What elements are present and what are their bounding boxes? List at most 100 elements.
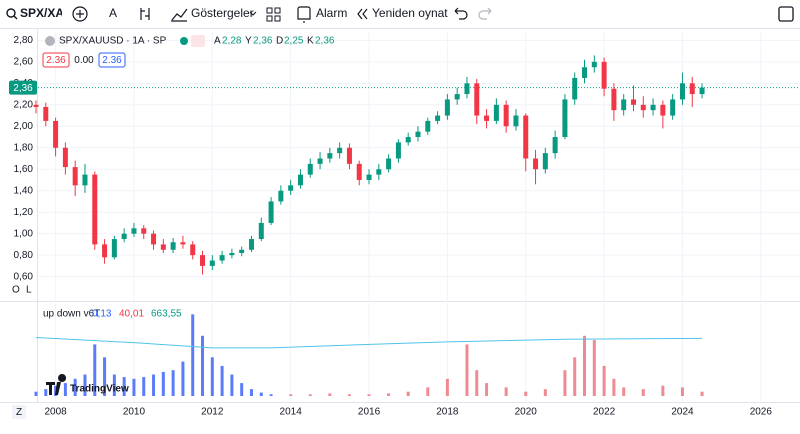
- candle-body: [346, 147, 352, 164]
- side-button[interactable]: L: [26, 285, 32, 296]
- histogram-bar: [465, 344, 469, 396]
- replay-icon[interactable]: [357, 8, 368, 20]
- candle-body: [219, 255, 225, 261]
- histogram-bar: [622, 387, 626, 396]
- add-symbol[interactable]: [72, 6, 88, 22]
- candle-body: [640, 104, 646, 111]
- candle-body: [288, 185, 294, 191]
- histogram-bar: [201, 335, 205, 396]
- histogram-bar: [563, 370, 567, 396]
- histogram-bar: [700, 391, 704, 396]
- zoom-box[interactable]: [12, 405, 26, 419]
- chart-type-icon[interactable]: [140, 8, 150, 20]
- histogram-bar: [485, 383, 489, 396]
- histogram-bar: [406, 391, 410, 396]
- candle-body: [102, 244, 108, 258]
- histogram-bar: [680, 387, 684, 396]
- fullscreen[interactable]: [778, 6, 794, 22]
- y-tick-label: 2,20: [14, 99, 34, 110]
- histogram-bar: [230, 374, 234, 396]
- candle-body: [121, 233, 127, 240]
- y-tick-label: 1,60: [14, 164, 34, 175]
- candle-body: [699, 87, 705, 95]
- candle-body: [151, 233, 157, 245]
- candle-body: [131, 228, 137, 234]
- side-button[interactable]: O: [12, 285, 20, 296]
- watermark: TradingView: [70, 384, 129, 395]
- y-tick-label: 2,00: [14, 121, 34, 132]
- search-icon[interactable]: [6, 8, 16, 18]
- ohlc-value: 2,28: [222, 36, 242, 47]
- candle-body: [484, 115, 490, 121]
- candle-body: [444, 99, 450, 116]
- histogram-bar: [524, 391, 528, 396]
- histogram-bar: [63, 383, 67, 396]
- ohlc-value: 2,36: [253, 36, 273, 47]
- candle-body: [356, 163, 362, 180]
- y-tick-label: 1,00: [14, 228, 34, 239]
- x-tick-label: 2012: [201, 407, 224, 418]
- candle-body: [425, 120, 431, 132]
- y-tick-label: 0,60: [14, 271, 34, 282]
- candle-body: [72, 167, 78, 186]
- interval[interactable]: A: [109, 6, 117, 20]
- candle-body: [62, 147, 68, 168]
- candle-body: [395, 142, 401, 159]
- histogram-bar: [612, 378, 616, 396]
- alarm-button[interactable]: Alarm: [316, 6, 347, 20]
- histogram-bar: [308, 394, 312, 396]
- histogram-bar: [54, 385, 58, 396]
- candle-body: [542, 153, 548, 170]
- indicators-icon[interactable]: [171, 8, 188, 22]
- indicator-readout: 40,01: [119, 309, 144, 320]
- candle-body: [33, 104, 39, 107]
- zoom-label[interactable]: Z: [16, 407, 22, 418]
- candle-body: [376, 169, 382, 175]
- grid: [38, 32, 800, 401]
- histogram-bar: [34, 391, 38, 396]
- chevron[interactable]: [249, 11, 257, 16]
- candle-body: [415, 131, 421, 138]
- buy-badge[interactable]: [98, 52, 126, 68]
- layout-icon[interactable]: [266, 7, 281, 22]
- candle-body: [209, 260, 215, 266]
- symbol-logo: [45, 36, 55, 46]
- candle-body: [268, 201, 274, 223]
- candle-body: [239, 249, 245, 254]
- undo[interactable]: [454, 7, 468, 20]
- histogram-bar: [83, 374, 87, 396]
- candle-body: [53, 120, 59, 148]
- y-tick-label: 2,80: [14, 35, 34, 46]
- indicators-button[interactable]: Göstergeler: [191, 6, 254, 20]
- histogram-bar: [93, 344, 97, 396]
- histogram-bar: [142, 377, 146, 396]
- candle-body: [141, 228, 147, 234]
- legend-title: SPX/XAUUSD · 1A · SP: [59, 36, 167, 47]
- candle-body: [43, 106, 49, 121]
- candle-body: [258, 222, 264, 240]
- sell-badge[interactable]: [42, 52, 70, 68]
- alarm-icon[interactable]: [297, 6, 311, 23]
- ohlc-key: D: [276, 36, 283, 47]
- candle-body: [464, 83, 470, 95]
- candle-body: [92, 174, 98, 245]
- redo[interactable]: [478, 7, 492, 20]
- ohlc-key: K: [307, 36, 314, 47]
- candle-body: [111, 239, 117, 258]
- x-tick-label: 2016: [358, 407, 381, 418]
- histogram-bar: [328, 393, 332, 396]
- histogram-bar: [249, 389, 253, 396]
- ohlc-value: 2,36: [315, 36, 335, 47]
- status-dot: [180, 37, 188, 45]
- histogram-bar: [122, 377, 126, 396]
- replay-button[interactable]: Yeniden oynat: [372, 6, 448, 20]
- symbol[interactable]: SPX/XAUUSD: [20, 6, 98, 20]
- spread: 0.00: [74, 55, 94, 66]
- x-tick-label: 2010: [123, 407, 146, 418]
- candle-body: [670, 99, 676, 116]
- candle-body: [689, 83, 695, 95]
- y-tick-label: 1,40: [14, 185, 34, 196]
- candle-body: [170, 242, 176, 250]
- histogram-bar: [259, 392, 263, 396]
